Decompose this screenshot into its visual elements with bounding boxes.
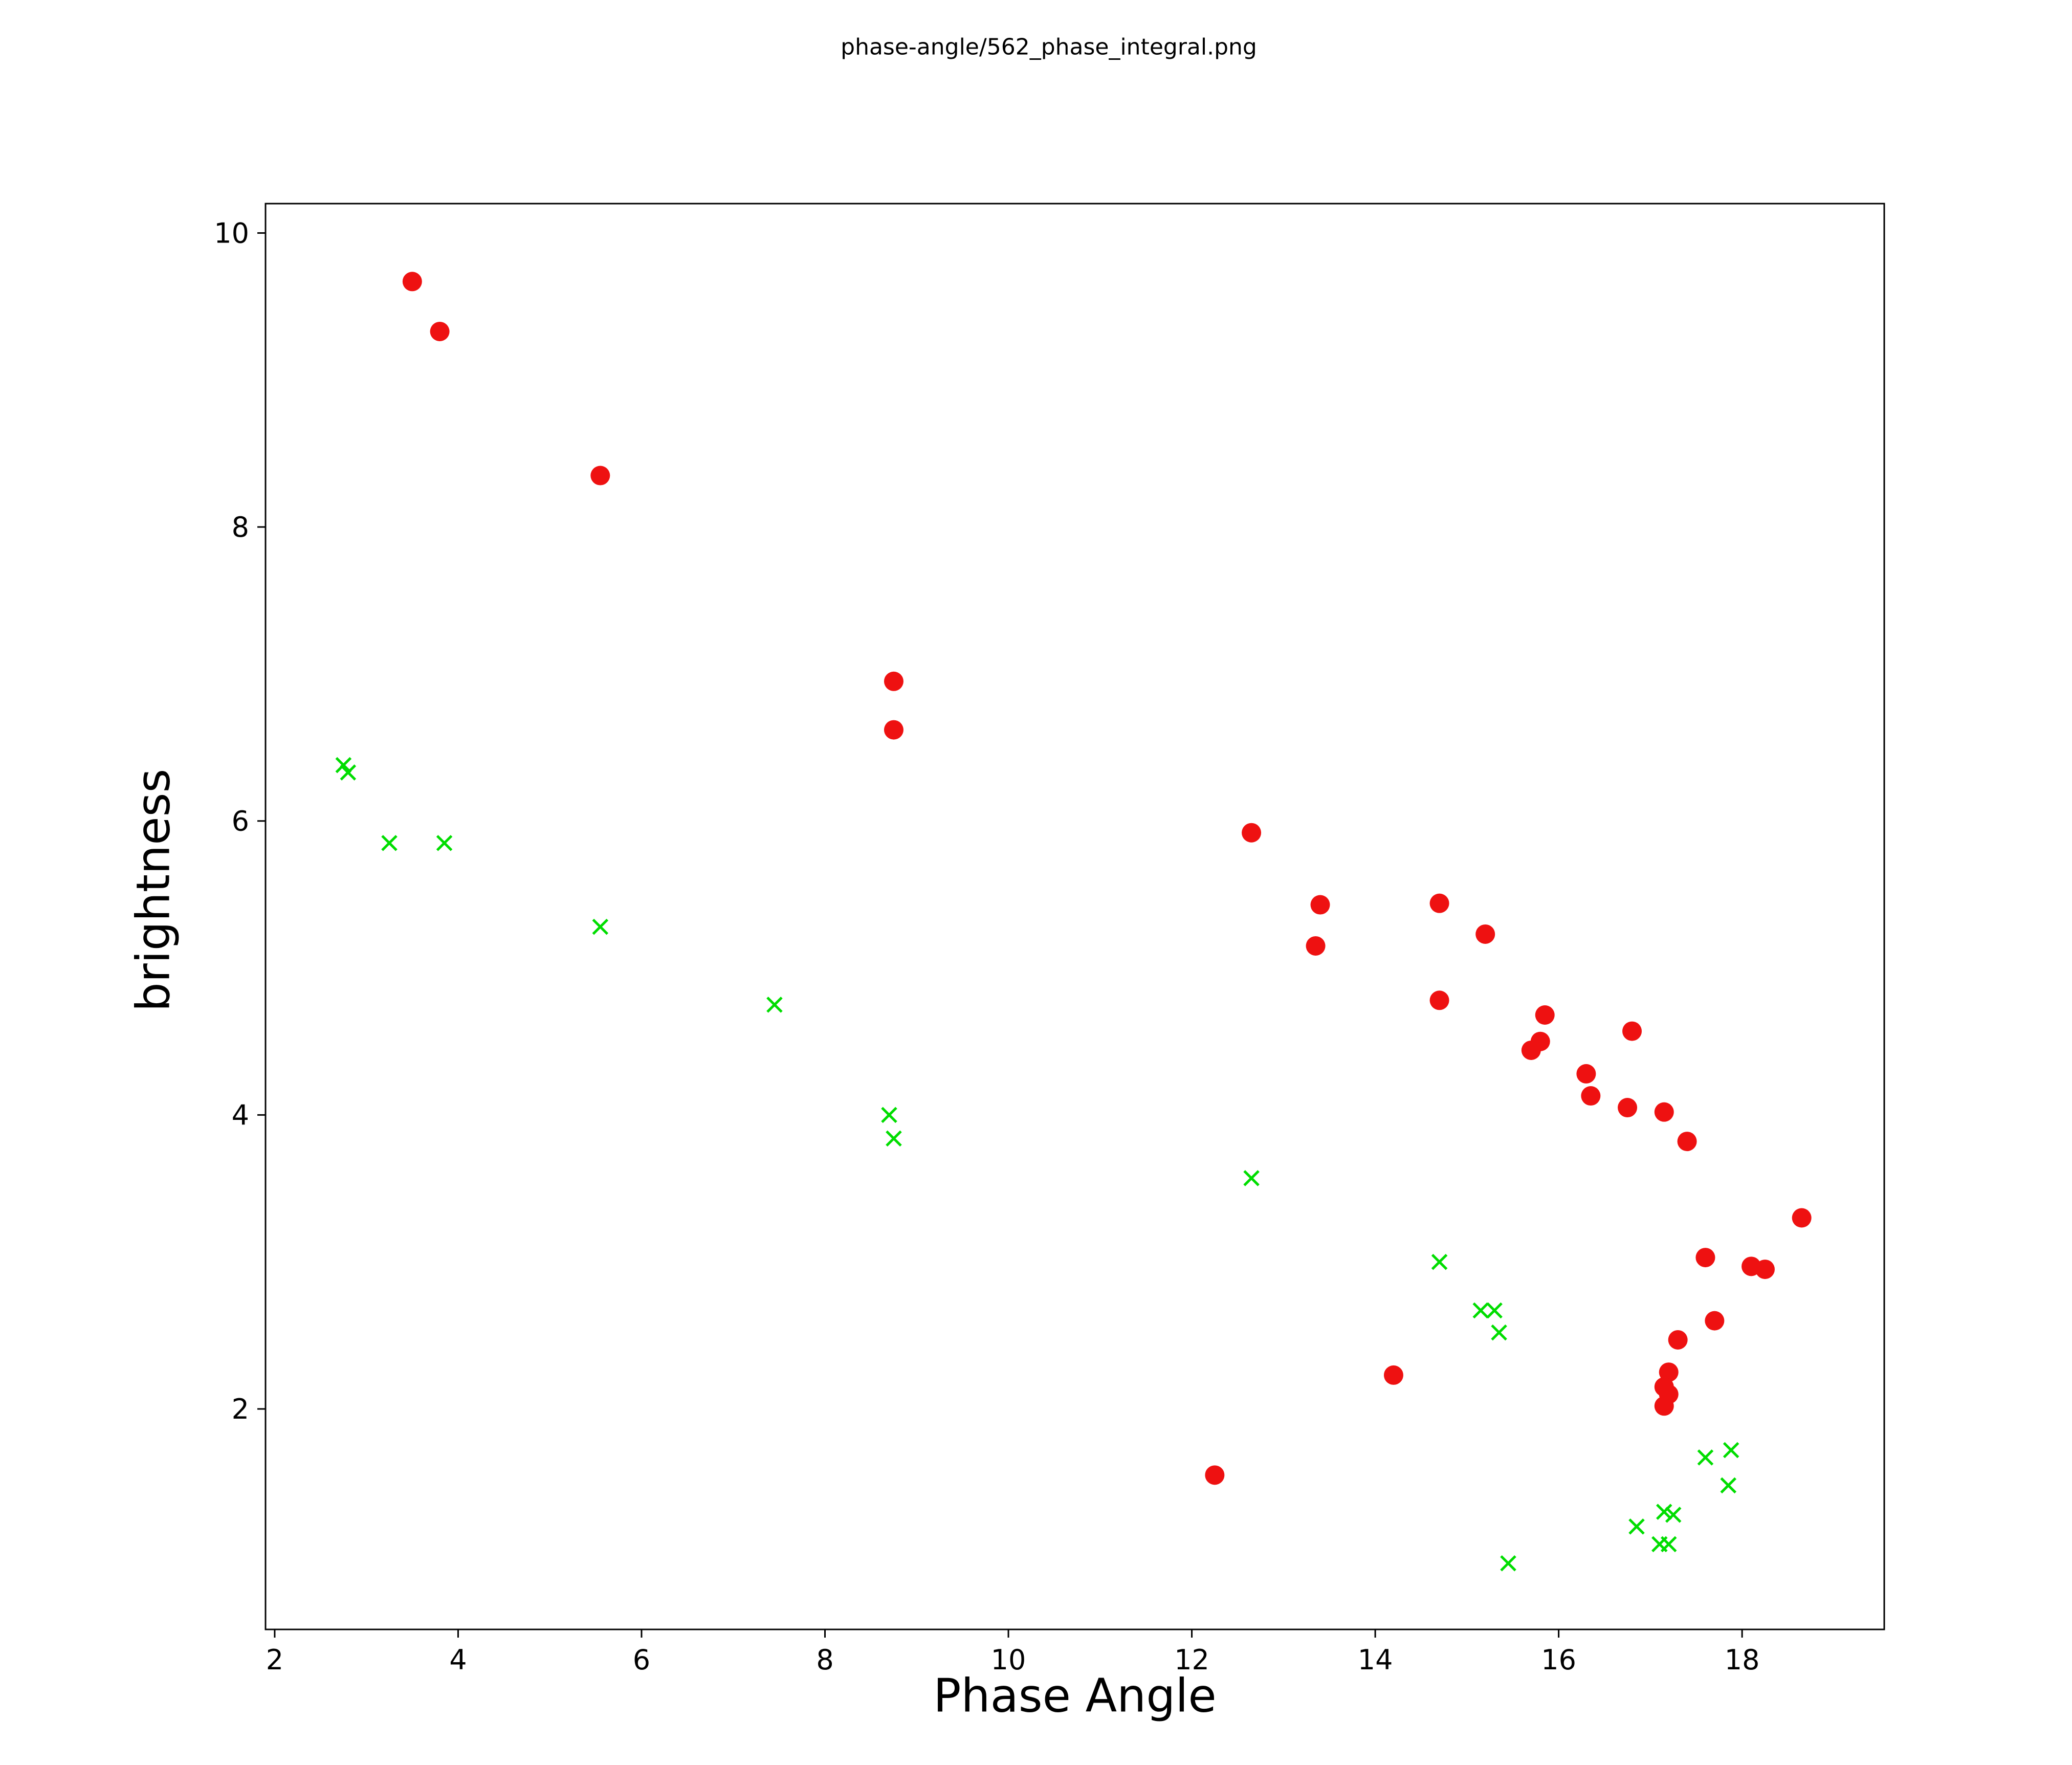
data-point-red-circles	[590, 466, 610, 486]
y-tick-label: 2	[232, 1393, 249, 1425]
data-point-green-crosses	[1723, 1442, 1739, 1459]
y-axis-label: brightness	[126, 768, 181, 1012]
x-tick-label: 8	[816, 1644, 833, 1676]
data-point-red-circles	[1705, 1311, 1725, 1331]
data-point-green-crosses	[1697, 1449, 1714, 1466]
x-axis-label: Phase Angle	[933, 1669, 1217, 1723]
x-tick-label: 4	[449, 1644, 467, 1676]
data-point-green-crosses	[1720, 1477, 1737, 1494]
data-point-red-circles	[884, 671, 903, 691]
x-tick-label: 2	[266, 1644, 283, 1676]
data-point-red-circles	[1429, 990, 1449, 1010]
y-tick-label: 10	[214, 217, 249, 249]
data-point-red-circles	[1429, 893, 1449, 913]
data-point-green-crosses	[335, 757, 352, 774]
data-point-red-circles	[1659, 1362, 1679, 1382]
x-tick-label: 16	[1541, 1644, 1576, 1676]
data-point-red-circles	[1695, 1248, 1715, 1268]
data-point-green-crosses	[592, 918, 609, 935]
data-point-red-circles	[1383, 1365, 1403, 1385]
data-point-green-crosses	[1431, 1253, 1448, 1270]
data-point-red-circles	[1618, 1098, 1638, 1118]
y-tick-label: 8	[232, 511, 249, 543]
data-point-green-crosses	[1665, 1507, 1682, 1523]
data-point-red-circles	[1677, 1132, 1697, 1152]
y-tick-label: 6	[232, 805, 249, 837]
data-point-red-circles	[1306, 936, 1326, 956]
figure-title: phase-angle/562_phase_integral.png	[841, 34, 1257, 60]
x-tick-label: 12	[1174, 1644, 1209, 1676]
data-point-red-circles	[884, 720, 903, 740]
data-point-green-crosses	[1628, 1518, 1645, 1535]
data-point-green-crosses	[381, 835, 398, 851]
data-point-red-circles	[1792, 1208, 1812, 1228]
data-point-green-crosses	[1243, 1170, 1260, 1186]
data-point-red-circles	[1576, 1064, 1596, 1084]
data-point-green-crosses	[1656, 1504, 1672, 1520]
data-point-red-circles	[1530, 1031, 1550, 1051]
x-tick-label: 6	[633, 1644, 650, 1676]
data-point-green-crosses	[340, 764, 357, 781]
data-point-green-crosses	[1486, 1302, 1503, 1319]
plot-frame	[264, 203, 1885, 1630]
data-point-red-circles	[1310, 895, 1330, 915]
x-tick-label: 14	[1358, 1644, 1393, 1676]
x-tick-label: 18	[1725, 1644, 1760, 1676]
data-point-red-circles	[1475, 924, 1495, 944]
data-point-green-crosses	[436, 835, 453, 851]
data-point-red-circles	[1581, 1086, 1601, 1106]
data-point-green-crosses	[1491, 1324, 1507, 1341]
data-point-green-crosses	[766, 997, 783, 1013]
data-point-red-circles	[1205, 1465, 1225, 1485]
data-point-green-crosses	[1660, 1536, 1677, 1553]
data-point-red-circles	[430, 321, 450, 341]
x-tick-label: 10	[991, 1644, 1026, 1676]
data-point-red-circles	[1668, 1330, 1688, 1350]
y-tick-label: 4	[232, 1099, 249, 1131]
data-point-red-circles	[1622, 1021, 1642, 1041]
data-point-green-crosses	[886, 1130, 902, 1147]
data-point-red-circles	[1654, 1102, 1674, 1122]
data-point-green-crosses	[1472, 1302, 1489, 1319]
data-point-red-circles	[1535, 1005, 1555, 1025]
data-point-green-crosses	[881, 1107, 897, 1123]
data-point-red-circles	[1242, 823, 1262, 843]
data-point-red-circles	[402, 272, 422, 292]
data-point-red-circles	[1654, 1396, 1674, 1416]
data-point-red-circles	[1755, 1260, 1775, 1279]
data-point-green-crosses	[1500, 1555, 1516, 1572]
